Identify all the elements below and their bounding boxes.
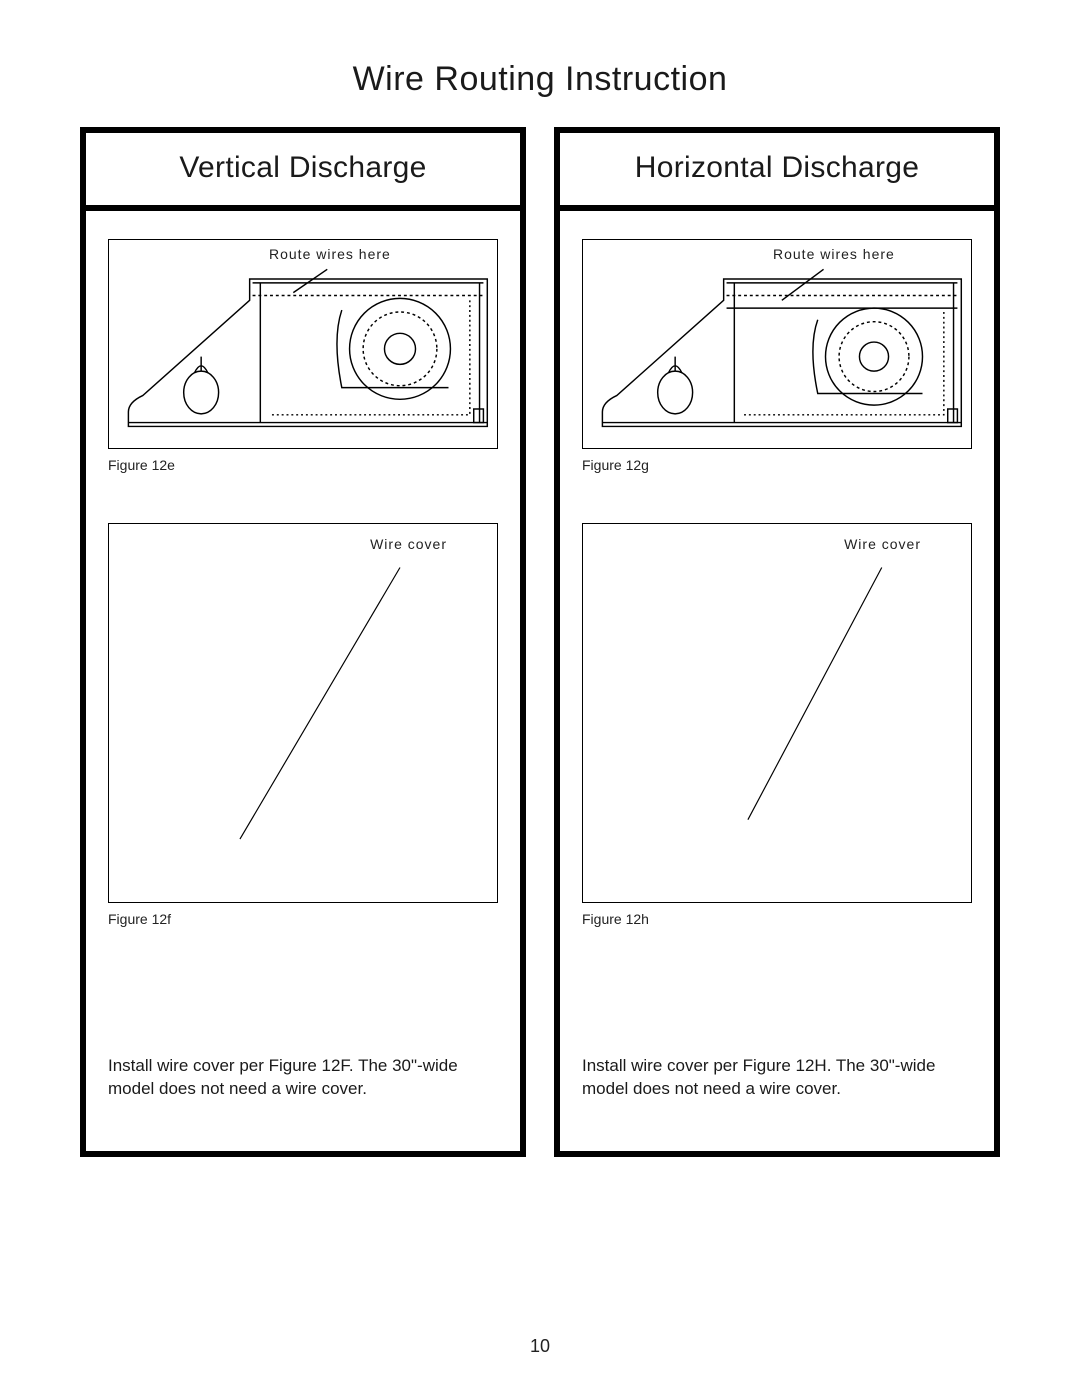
figure-12h-frame: Wire cover — [582, 523, 972, 903]
figure-12h-block: Wire cover Figure 12h — [582, 483, 972, 927]
panel-vertical-header: Vertical Discharge — [86, 133, 520, 211]
instruction-right: Install wire cover per Figure 12H. The 3… — [582, 1015, 972, 1131]
hood-diagram-icon — [583, 240, 971, 448]
page-number: 10 — [0, 1336, 1080, 1357]
figure-12g-caption: Figure 12g — [582, 457, 972, 473]
panel-horizontal: Horizontal Discharge Route wires here — [554, 127, 1000, 1157]
figure-12f-frame: Wire cover — [108, 523, 498, 903]
figure-12g-block: Route wires here — [582, 239, 972, 473]
wire-cover-label-left: Wire cover — [370, 536, 447, 552]
figure-12f-block: Wire cover Figure 12f — [108, 483, 498, 927]
panel-horizontal-header: Horizontal Discharge — [560, 133, 994, 211]
figure-12h-caption: Figure 12h — [582, 911, 972, 927]
panel-horizontal-body: Route wires here — [560, 211, 994, 1151]
figure-12e-frame: Route wires here — [108, 239, 498, 449]
panel-vertical-title: Vertical Discharge — [94, 151, 512, 185]
panel-horizontal-title: Horizontal Discharge — [568, 151, 986, 185]
route-wires-label-right: Route wires here — [773, 246, 895, 262]
panel-vertical: Vertical Discharge Route wires here — [80, 127, 526, 1157]
route-wires-label-left: Route wires here — [269, 246, 391, 262]
figure-12e-caption: Figure 12e — [108, 457, 498, 473]
hood-diagram-icon — [109, 240, 497, 448]
page-title: Wire Routing Instruction — [80, 60, 1000, 99]
wire-cover-diagram-icon — [583, 524, 971, 902]
figure-12g-frame: Route wires here — [582, 239, 972, 449]
instruction-left: Install wire cover per Figure 12F. The 3… — [108, 1015, 498, 1131]
panels-container: Vertical Discharge Route wires here — [80, 127, 1000, 1157]
wire-cover-label-right: Wire cover — [844, 536, 921, 552]
panel-vertical-body: Route wires here — [86, 211, 520, 1151]
figure-12f-caption: Figure 12f — [108, 911, 498, 927]
wire-cover-diagram-icon — [109, 524, 497, 902]
figure-12e-block: Route wires here — [108, 239, 498, 473]
